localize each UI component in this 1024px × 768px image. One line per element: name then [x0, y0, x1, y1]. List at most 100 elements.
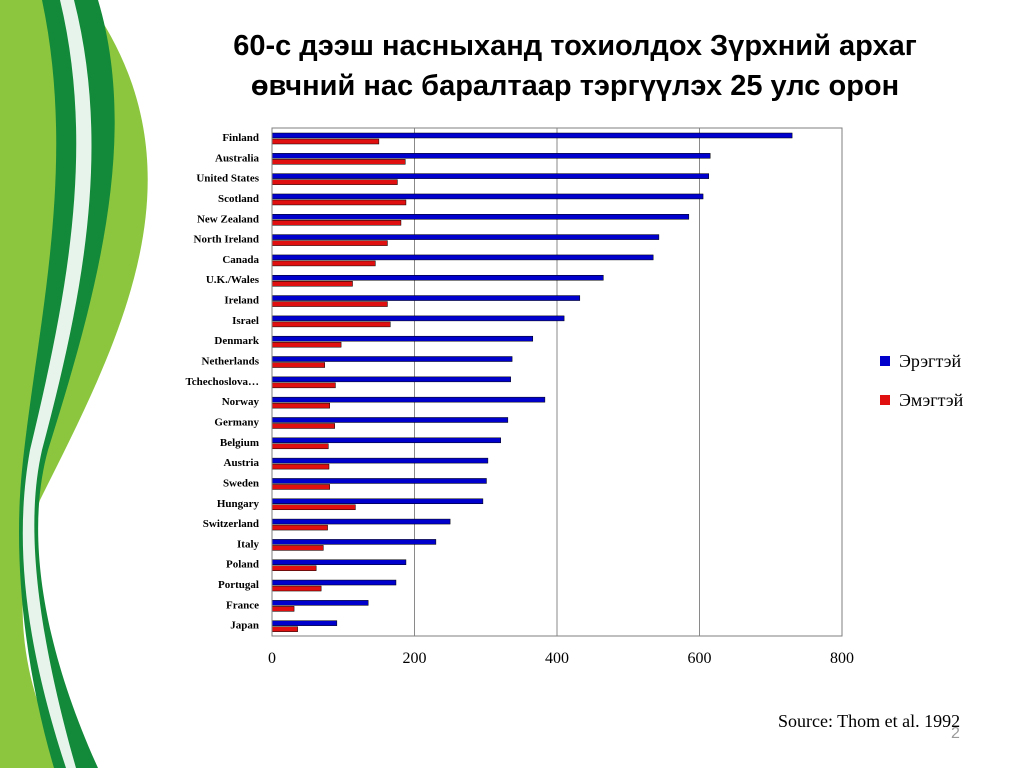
tick-labels: 0 200 400 600 800: [268, 650, 854, 667]
bar-female: Sweden — Эмэгтэй: 81: [271, 484, 330, 490]
category-label: Canada: [222, 254, 259, 266]
category-label: France: [226, 599, 259, 611]
category-label: Austria: [224, 457, 260, 469]
category-label: Belgium: [220, 437, 259, 449]
category-label: Netherlands: [202, 356, 260, 368]
bar-male: Netherlands — Эрэгтэй: 337: [271, 356, 513, 362]
plot-area-frame: [271, 127, 843, 637]
legend-label-female: Эмэгтэй: [899, 389, 964, 410]
dark-green-swoosh: [18, 0, 115, 768]
bar-male: Belgium — Эрэгтэй: 321: [271, 437, 501, 444]
category-label: United States: [196, 173, 259, 185]
category-label: Ireland: [224, 295, 259, 307]
x-tick-label: 0: [268, 650, 276, 667]
category-label: Hungary: [217, 498, 260, 510]
title-line-1: 60-с дээш насныханд тохиолдох Зүрхний ар…: [233, 30, 917, 62]
bar-male: Switzerland — Эрэгтэй: 250: [271, 518, 451, 525]
bar-female: Denmark — Эмэгтэй: 97: [271, 341, 342, 348]
x-tick-label: 800: [830, 650, 854, 667]
bar-male: Germany — Эрэгтэй: 331: [271, 417, 509, 423]
legend-label-male: Эрэгтэй: [899, 350, 962, 371]
bar-male: Hungary — Эрэгтэй: 296: [271, 498, 484, 505]
bar-female: Austria — Эмэгтэй: 80: [271, 463, 330, 470]
source-note: Source: Thom et al. 1992: [778, 711, 961, 731]
bar-female: Tchechoslova… — Эмэгтэй: 89: [271, 382, 336, 389]
bar-male: Scotland — Эрэгтэй: 605: [271, 193, 704, 200]
bar-female: Netherlands — Эмэгтэй: 74: [271, 362, 325, 368]
bar-male: Italy — Эрэгтэй: 230: [271, 539, 437, 545]
title-line-2: өвчний нас баралтаар тэргүүлэх 25 улс ор…: [250, 70, 900, 102]
bar-chart: Finland — Эрэгтэй: 730Finland — Эмэгтэй:…: [185, 127, 854, 667]
category-label: Switzerland: [203, 518, 259, 530]
white-swoosh-highlight: [22, 0, 92, 768]
category-labels: Finland Australia United States Scotland New…: [185, 132, 259, 632]
bar-male: Ireland — Эрэгтэй: 432: [271, 295, 581, 301]
bar-female: Finland — Эмэгтэй: 150: [271, 138, 380, 145]
legend-swatch-male: [880, 356, 890, 366]
category-label: Tchechoslova…: [185, 376, 259, 388]
legend-item-female: Эмэгтэй: [880, 389, 963, 411]
x-tick-label: 600: [688, 650, 712, 667]
light-green-swoosh: [0, 0, 148, 768]
bar-female: Germany — Эмэгтэй: 88: [271, 423, 335, 429]
bar-male: Finland — Эрэгтэй: 730: [271, 132, 793, 139]
legend-item-male: Эрэгтэй: [880, 350, 963, 372]
bar-male: Portugal — Эрэгтэй: 174: [271, 579, 397, 586]
category-label: Sweden: [223, 477, 259, 489]
bar-female: Scotland — Эмэгтэй: 188: [271, 199, 407, 206]
bar-female: Canada — Эмэгтэй: 145: [271, 260, 376, 267]
category-label: Germany: [214, 416, 259, 428]
bar-male: Norway — Эрэгтэй: 383: [271, 396, 546, 403]
category-label: New Zealand: [197, 213, 259, 225]
category-label: North Ireland: [194, 234, 260, 246]
bar-female: Switzerland — Эмэгтэй: 78: [271, 524, 328, 531]
bar-male: Israel — Эрэгтэй: 410: [271, 315, 565, 322]
bar-female: France — Эмэгтэй: 31: [271, 606, 295, 612]
bar-male: New Zealand — Эрэгтэй: 585: [271, 214, 690, 220]
bar-female: U.K./Wales — Эмэгтэй: 113: [271, 280, 353, 287]
bar-female: Norway — Эмэгтэй: 81: [271, 402, 330, 409]
bars: Finland — Эрэгтэй: 730Finland — Эмэгтэй:…: [271, 132, 793, 632]
legend: Эрэгтэй Эмэгтэй: [880, 350, 963, 428]
bar-female: Poland — Эмэгтэй: 62: [271, 565, 317, 571]
x-tick-label: 400: [545, 650, 569, 667]
bar-male: France — Эрэгтэй: 135: [271, 600, 369, 606]
bar-male: Denmark — Эрэгтэй: 366: [271, 335, 534, 342]
bar-male: Austria — Эрэгтэй: 303: [271, 457, 489, 464]
page-title: 60-с дээш насныханд тохиолдох Зүрхний ар…: [150, 26, 1000, 106]
x-tick-label: 200: [403, 650, 427, 667]
category-label: Denmark: [214, 335, 259, 347]
bar-female: Israel — Эмэгтэй: 166: [271, 321, 391, 328]
bar-male: Japan — Эрэгтэй: 91: [271, 620, 338, 626]
bar-female: Italy — Эмэгтэй: 72: [271, 545, 324, 551]
category-label: Portugal: [218, 579, 259, 591]
category-label: Norway: [222, 396, 260, 408]
bar-female: New Zealand — Эмэгтэй: 181: [271, 220, 402, 226]
category-label: U.K./Wales: [206, 274, 260, 286]
bar-female: Ireland — Эмэгтэй: 162: [271, 301, 388, 307]
page-number: 2: [951, 725, 960, 742]
category-label: Poland: [226, 559, 259, 571]
bar-male: U.K./Wales — Эрэгтэй: 465: [271, 274, 604, 281]
category-label: Scotland: [218, 193, 259, 205]
category-label: Japan: [230, 620, 259, 632]
bar-male: United States — Эрэгтэй: 613: [271, 173, 710, 179]
category-label: Finland: [222, 132, 259, 144]
bar-female: United States — Эмэгтэй: 176: [271, 179, 398, 185]
bar-female: Japan — Эмэгтэй: 36: [271, 626, 298, 632]
bar-male: Australia — Эрэгтэй: 615: [271, 153, 711, 159]
category-label: Australia: [215, 152, 260, 164]
bar-female: Portugal — Эмэгтэй: 69: [271, 585, 322, 592]
bar-female: Hungary — Эмэгтэй: 117: [271, 504, 356, 511]
category-label: Italy: [237, 538, 260, 550]
category-label: Israel: [232, 315, 259, 327]
bar-female: Belgium — Эмэгтэй: 79: [271, 443, 329, 450]
legend-swatch-female: [880, 395, 890, 405]
bar-male: Tchechoslova… — Эрэгтэй: 335: [271, 376, 511, 383]
bar-male: Sweden — Эрэгтэй: 301: [271, 478, 487, 484]
bar-female: North Ireland — Эмэгтэй: 162: [271, 240, 388, 246]
bar-male: Poland — Эрэгтэй: 188: [271, 559, 407, 565]
bar-male: North Ireland — Эрэгтэй: 543: [271, 234, 660, 240]
bar-male: Canada — Эрэгтэй: 535: [271, 254, 654, 261]
